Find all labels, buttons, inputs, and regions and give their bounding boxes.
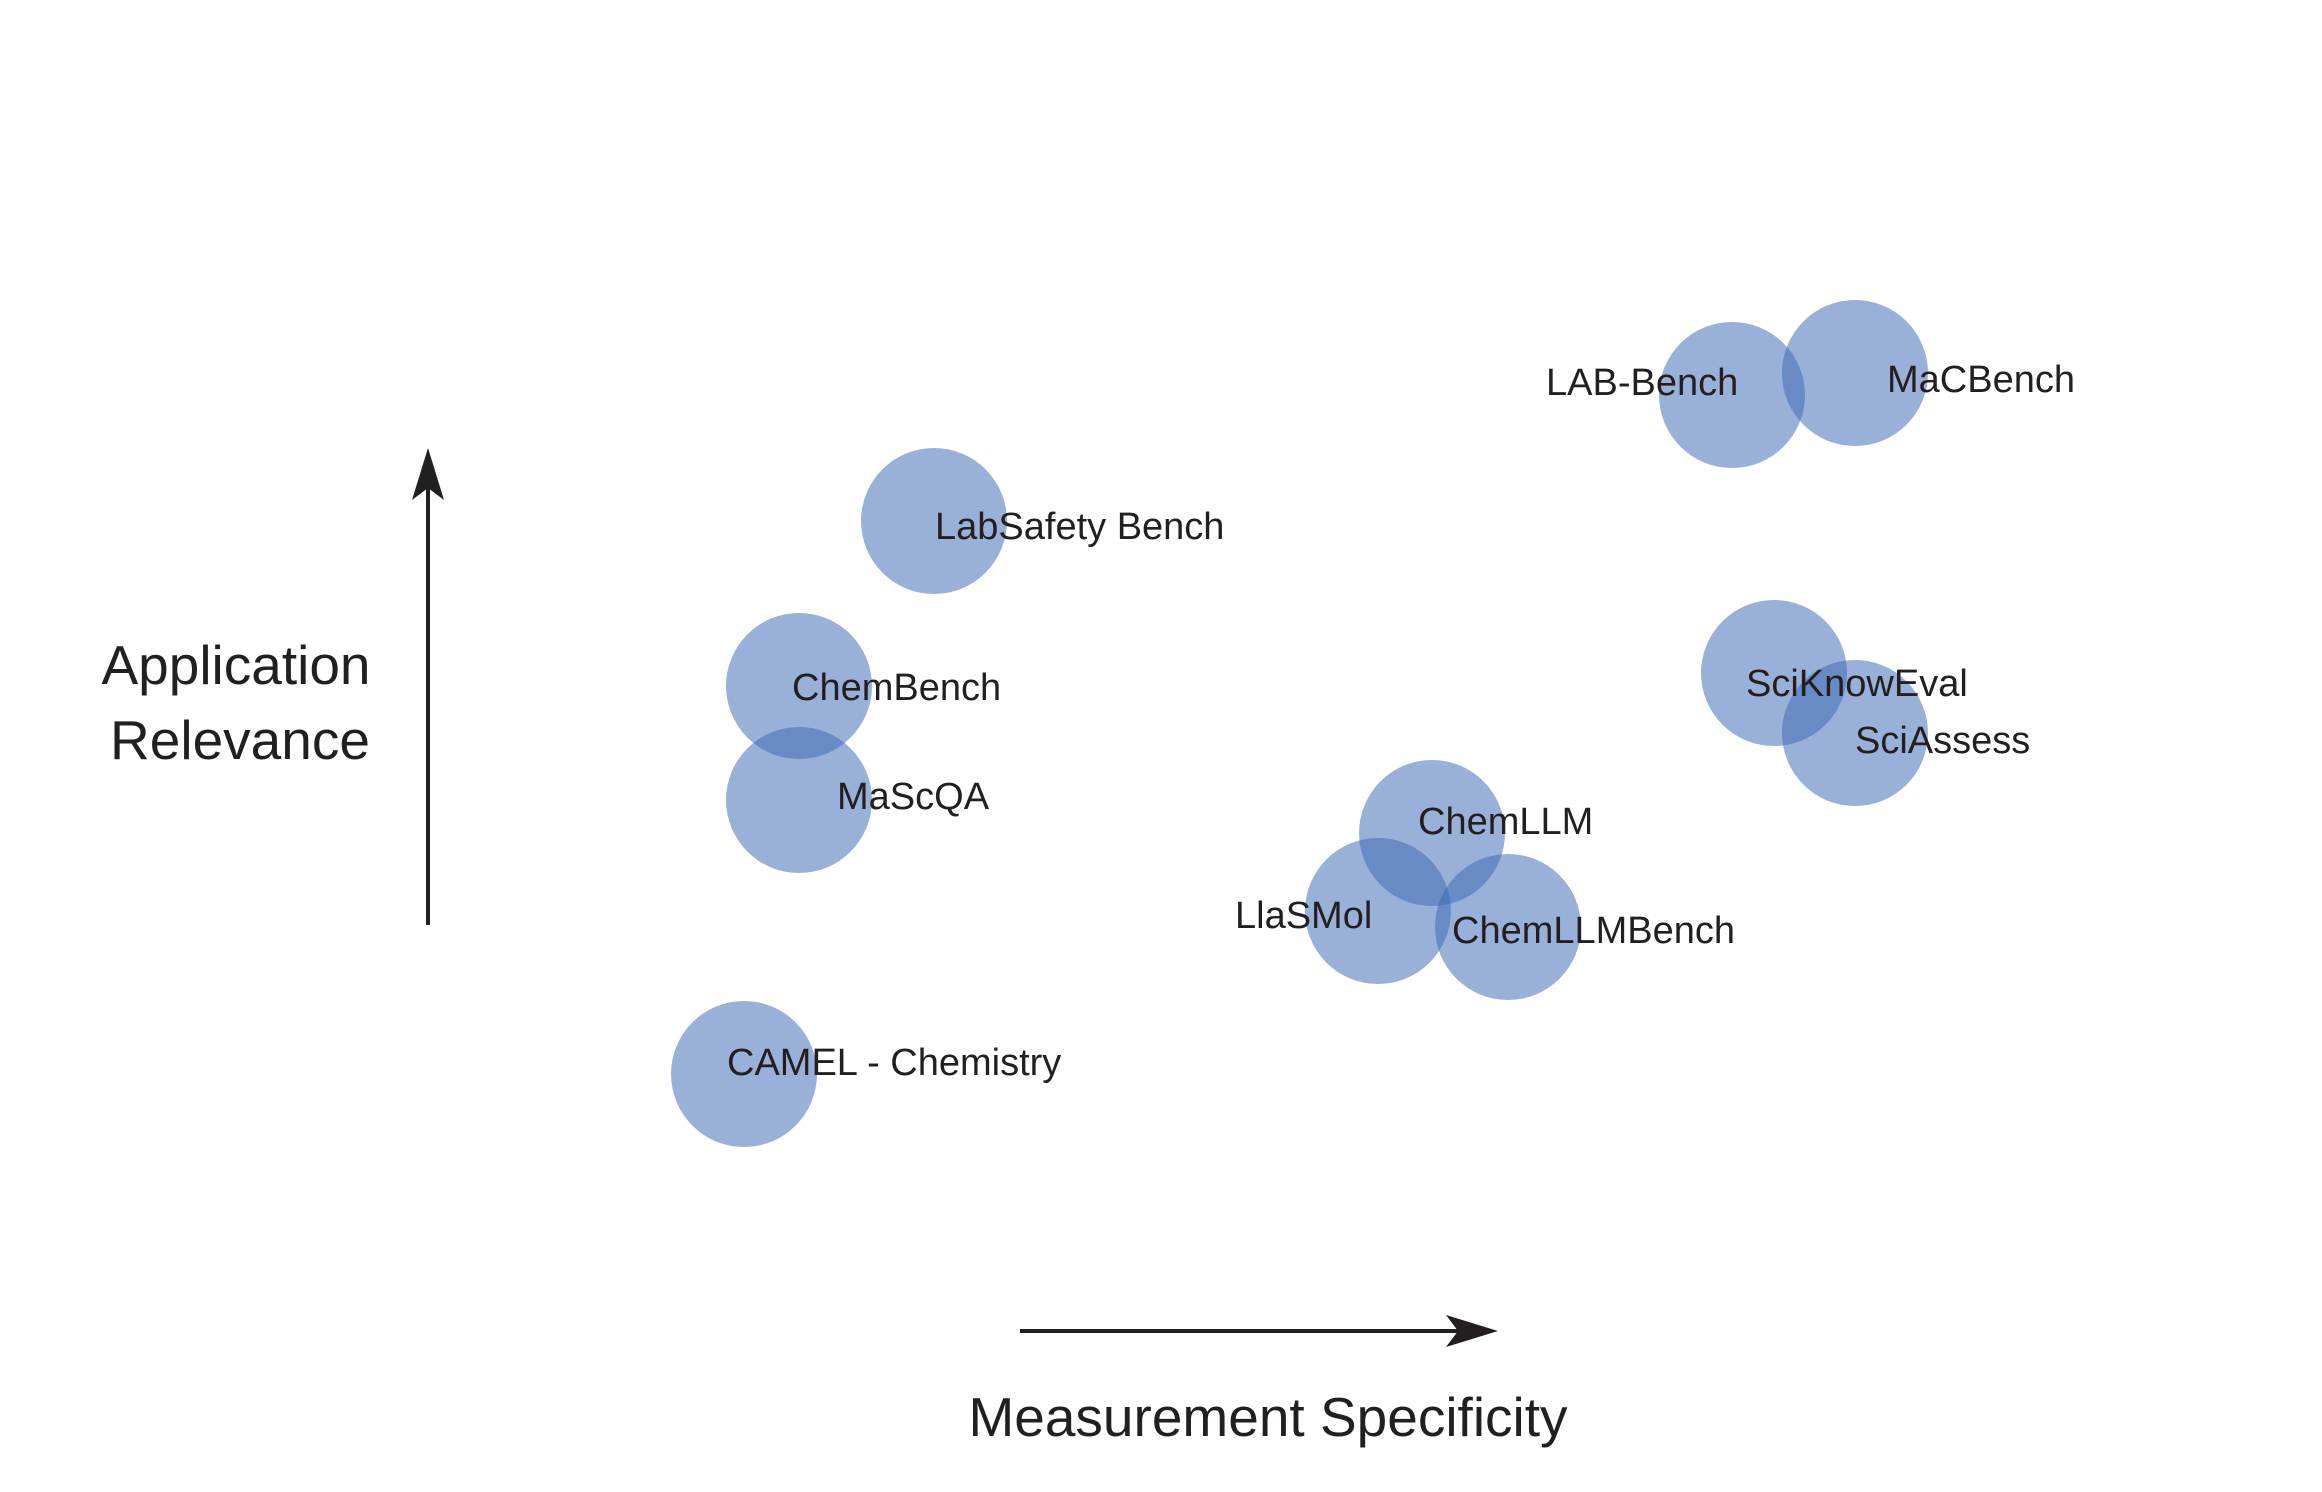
label-mascqa: MaScQA xyxy=(837,776,990,818)
label-chemllm: ChemLLM xyxy=(1418,801,1593,843)
bubble-sciassess xyxy=(1782,660,1928,806)
bubble-chemllmbench xyxy=(1435,854,1581,1000)
label-macbench: MaCBench xyxy=(1887,359,2075,401)
bubble-llasmol xyxy=(1305,838,1451,984)
y-axis-label-line-2: Relevance xyxy=(110,709,370,771)
x-axis-arrow xyxy=(1020,1315,1498,1347)
y-axis-arrow xyxy=(412,448,444,925)
bubble-labsafety-bench xyxy=(861,448,1007,594)
y-axis-label-line-1: Application xyxy=(101,634,370,696)
bubble-lab-bench xyxy=(1659,322,1805,468)
benchmark-labels: LAB-Bench MaCBench LabSafety Bench ChemB… xyxy=(727,359,2075,1084)
label-lab-bench: LAB-Bench xyxy=(1546,362,1738,404)
label-chembench: ChemBench xyxy=(792,667,1001,709)
benchmark-bubbles xyxy=(671,300,1928,1147)
label-sciassess: SciAssess xyxy=(1855,720,2030,762)
label-labsafety-bench: LabSafety Bench xyxy=(935,506,1224,548)
x-axis-label: Measurement Specificity xyxy=(968,1386,1568,1448)
bubble-macbench xyxy=(1782,300,1928,446)
bubble-camel-chemistry xyxy=(671,1001,817,1147)
label-sciknoweval: SciKnowEval xyxy=(1746,663,1968,705)
label-camel-chemistry: CAMEL - Chemistry xyxy=(727,1042,1061,1084)
label-llasmol: LlaSMol xyxy=(1235,895,1372,937)
label-chemllmbench: ChemLLMBench xyxy=(1452,910,1735,952)
bubble-mascqa xyxy=(726,727,872,873)
bubble-chembench xyxy=(726,613,872,759)
